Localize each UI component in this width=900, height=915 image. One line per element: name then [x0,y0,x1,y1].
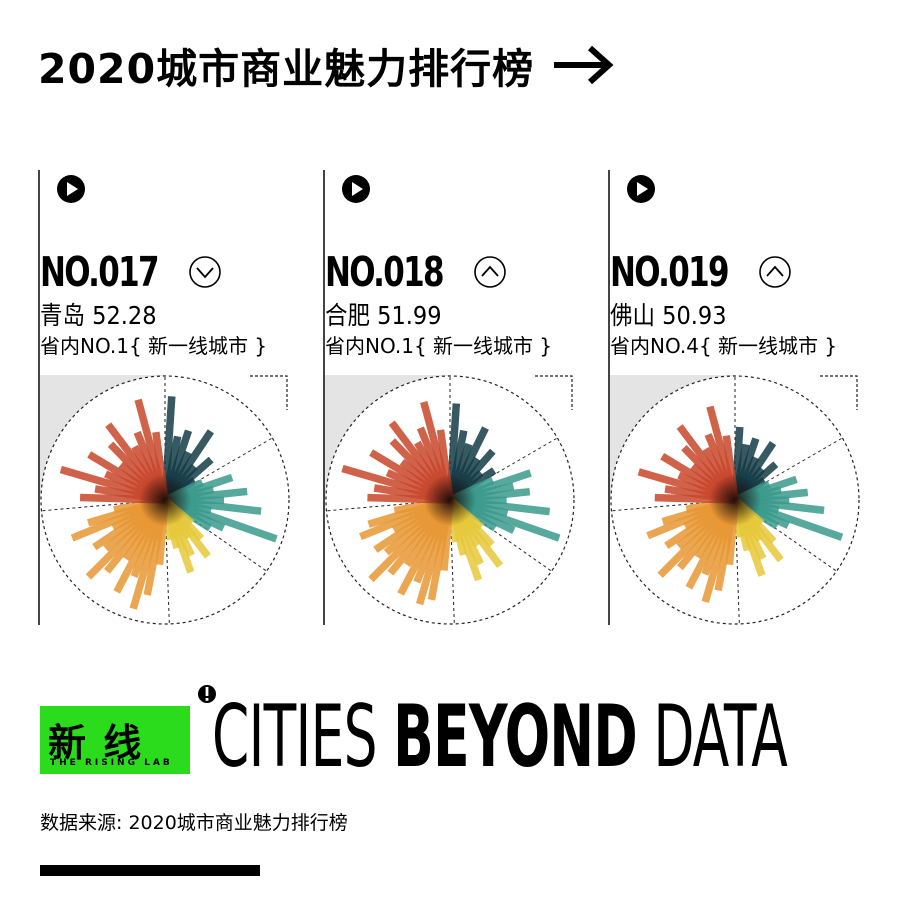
radial-bar [341,464,452,504]
city-score: 青岛 52.28 [40,301,157,330]
rank-row: NO.019 [610,248,792,296]
card-divider [38,170,40,625]
play-icon[interactable] [56,174,86,204]
slogan-word-beyond: BEYOND [393,687,638,787]
province-rank: 省内NO.1{ 新一线城市 } [325,334,553,358]
radial-bar-rect [59,465,167,504]
rank-row: NO.018 [325,248,507,296]
play-icon[interactable] [626,174,656,204]
radial-bar-rect [733,496,844,541]
rank-number: NO.017 [40,248,160,296]
slogan-word-data: DATA [653,687,788,787]
radial-bar [163,496,278,543]
radial-bar-rect [415,498,454,606]
logo-english-text: THE RISING LAB [50,758,173,768]
chart-center [424,474,476,526]
city-score: 佛山 50.93 [610,301,727,330]
radial-bar [415,498,454,606]
arrow-right-icon[interactable] [552,45,614,85]
chart-outline [325,375,575,625]
radial-chart [610,375,860,625]
corner-bracket [250,375,288,410]
chart-outline [40,375,290,625]
footer-bar [40,865,260,876]
province-rank: 省内NO.4{ 新一线城市 } [610,334,838,358]
trend-up-icon [474,256,506,288]
radial-bar [59,465,167,504]
radial-bar-rect [341,464,452,504]
radial-bar-rect [129,498,169,610]
corner-bracket [535,375,573,410]
city-score: 合肥 51.99 [325,301,442,330]
city-card-hefei: NO.018 合肥 51.99 省内NO.1{ 新一线城市 } [323,170,593,630]
slogan: CITIES BEYOND DATA [212,692,788,782]
brand-logo: 新 线 THE RISING LAB [40,706,190,774]
exclamation-icon [198,685,216,703]
radial-bar [129,498,169,610]
rank-number: NO.018 [325,248,445,296]
slogan-word-cities: CITIES [212,687,378,787]
chart-center [139,474,191,526]
corner-bracket [820,375,858,410]
radial-bar-rect [163,496,278,543]
trend-up-icon [759,256,791,288]
radial-bar [448,496,561,542]
rank-number: NO.019 [610,248,730,296]
play-icon[interactable] [341,174,371,204]
trend-down-icon [189,256,221,288]
radial-chart [40,375,290,625]
chart-outline [610,375,860,625]
logo-chinese-text: 新 线 [48,721,144,765]
province-rank: 省内NO.1{ 新一线城市 } [40,334,268,358]
data-source-note: 数据来源: 2020城市商业魅力排行榜 [40,812,348,834]
chart-center [709,474,761,526]
page-title-row: 2020城市商业魅力排行榜 [38,30,614,100]
city-card-qingdao: NO.017 青岛 52.28 省内NO.1{ 新一线城市 } [38,170,308,630]
rank-row: NO.017 [40,248,222,296]
card-divider [608,170,610,625]
page-title: 2020城市商业魅力排行榜 [38,45,535,93]
card-divider [323,170,325,625]
radial-chart [325,375,575,625]
radial-bar [733,496,844,541]
city-card-foshan: NO.019 佛山 50.93 省内NO.4{ 新一线城市 } [608,170,878,630]
radial-bar-rect [448,496,561,542]
